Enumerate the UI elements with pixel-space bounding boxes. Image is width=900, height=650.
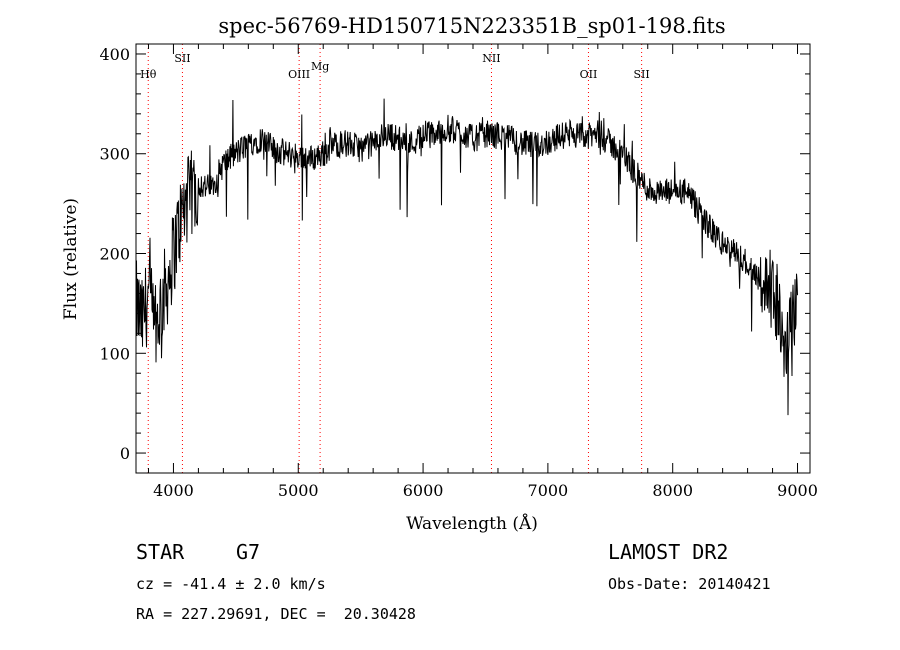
line-label-3: Mg bbox=[311, 60, 329, 73]
line-label-5: OII bbox=[580, 68, 598, 81]
chart-title: spec-56769-HD150715N223351B_sp01-198.fit… bbox=[218, 14, 725, 38]
object-subclass: G7 bbox=[236, 540, 261, 564]
x-axis-label: Wavelength (Å) bbox=[406, 513, 538, 534]
line-label-1: SII bbox=[174, 52, 190, 65]
x-tick-label-2: 6000 bbox=[403, 481, 444, 500]
y-tick-label-3: 300 bbox=[99, 145, 130, 164]
obs-date-label: Obs-Date: 20140421 bbox=[608, 575, 771, 593]
line-label-4: NII bbox=[482, 52, 500, 65]
y-axis-label: Flux (relative) bbox=[61, 198, 81, 320]
y-tick-label-4: 400 bbox=[99, 45, 130, 64]
x-tick-label-3: 7000 bbox=[528, 481, 569, 500]
line-label-0: Hθ bbox=[140, 68, 157, 81]
survey-label: LAMOST DR2 bbox=[608, 540, 729, 564]
plot-axes: 4000 5000 6000 7000 8000 9000 0 100 200 300 400 bbox=[99, 43, 818, 500]
x-tick-label-4: 8000 bbox=[652, 481, 693, 500]
x-tick-label-5: 9000 bbox=[777, 481, 818, 500]
spectrum-series bbox=[135, 98, 798, 416]
object-class: STAR bbox=[136, 540, 185, 564]
redshift-label: cz = -41.4 ± 2.0 km/s bbox=[136, 575, 326, 593]
y-tick-label-1: 100 bbox=[99, 344, 130, 363]
y-tick-label-0: 0 bbox=[120, 444, 130, 463]
spectrum-line bbox=[135, 98, 798, 416]
plot-frame bbox=[135, 43, 811, 474]
line-label-2: OIII bbox=[288, 68, 310, 81]
coords-label: RA = 227.29691, DEC = 20.30428 bbox=[136, 605, 416, 623]
line-label-6: SII bbox=[634, 68, 650, 81]
y-tick-label-2: 200 bbox=[99, 245, 130, 264]
x-tick-label-0: 4000 bbox=[153, 481, 194, 500]
x-tick-label-1: 5000 bbox=[278, 481, 319, 500]
